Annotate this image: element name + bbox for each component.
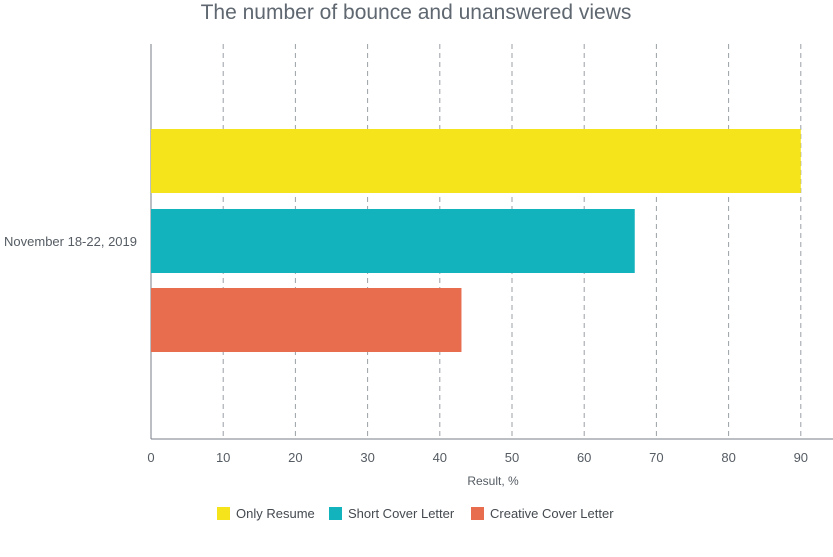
- x-tick-label: 10: [216, 450, 230, 465]
- legend-label: Short Cover Letter: [348, 506, 455, 521]
- legend-swatch: [471, 507, 484, 520]
- category-labels: November 18-22, 2019: [4, 234, 137, 249]
- legend-label: Only Resume: [236, 506, 315, 521]
- legend: Only Resume Short Cover Letter Creative Co…: [217, 506, 614, 521]
- x-tick-label: 50: [505, 450, 519, 465]
- bars: [151, 129, 801, 352]
- x-tick-label: 20: [288, 450, 302, 465]
- gridlines: [222, 44, 802, 439]
- x-tick-label: 30: [360, 450, 374, 465]
- x-tick-labels: 0 10 20 30 40 50 60 70 80 90: [147, 450, 808, 465]
- bar-1: [151, 129, 801, 193]
- x-tick-label: 60: [577, 450, 591, 465]
- x-tick-label: 70: [649, 450, 663, 465]
- legend-swatch: [217, 507, 230, 520]
- x-tick-label: 40: [433, 450, 447, 465]
- x-tick-label: 0: [147, 450, 154, 465]
- x-tick-label: 80: [721, 450, 735, 465]
- category-label: November 18-22, 2019: [4, 234, 137, 249]
- bar-2: [151, 209, 635, 273]
- legend-label: Creative Cover Letter: [490, 506, 614, 521]
- chart-title: The number of bounce and unanswered view…: [201, 1, 632, 24]
- x-tick-label: 90: [794, 450, 808, 465]
- x-axis-title: Result, %: [467, 474, 519, 488]
- bar-3: [151, 288, 462, 352]
- legend-swatch: [329, 507, 342, 520]
